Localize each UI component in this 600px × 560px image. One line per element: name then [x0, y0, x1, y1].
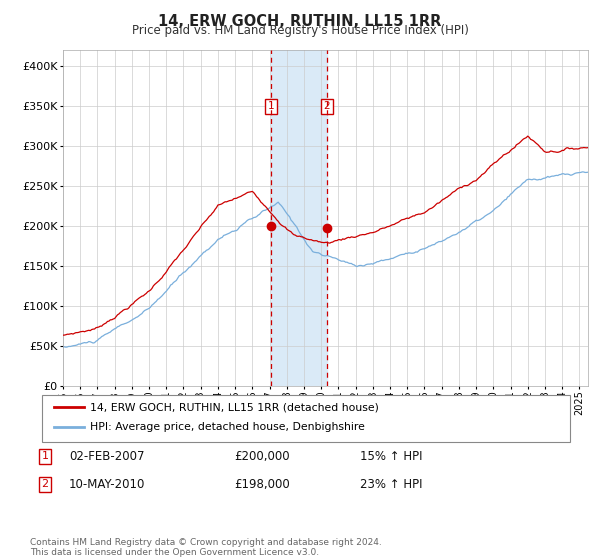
Text: Price paid vs. HM Land Registry's House Price Index (HPI): Price paid vs. HM Land Registry's House … — [131, 24, 469, 37]
Text: Contains HM Land Registry data © Crown copyright and database right 2024.
This d: Contains HM Land Registry data © Crown c… — [30, 538, 382, 557]
Text: 02-FEB-2007: 02-FEB-2007 — [69, 450, 145, 463]
Text: 1: 1 — [41, 451, 49, 461]
Text: 2: 2 — [323, 101, 330, 111]
Text: 14, ERW GOCH, RUTHIN, LL15 1RR: 14, ERW GOCH, RUTHIN, LL15 1RR — [158, 14, 442, 29]
Text: £200,000: £200,000 — [234, 450, 290, 463]
Text: 15% ↑ HPI: 15% ↑ HPI — [360, 450, 422, 463]
Text: £198,000: £198,000 — [234, 478, 290, 491]
Bar — [271, 50, 327, 386]
Text: 14, ERW GOCH, RUTHIN, LL15 1RR (detached house): 14, ERW GOCH, RUTHIN, LL15 1RR (detached… — [90, 402, 379, 412]
Text: 10-MAY-2010: 10-MAY-2010 — [69, 478, 145, 491]
Text: 23% ↑ HPI: 23% ↑ HPI — [360, 478, 422, 491]
Text: 2: 2 — [41, 479, 49, 489]
Text: HPI: Average price, detached house, Denbighshire: HPI: Average price, detached house, Denb… — [90, 422, 365, 432]
Text: 1: 1 — [268, 101, 274, 111]
